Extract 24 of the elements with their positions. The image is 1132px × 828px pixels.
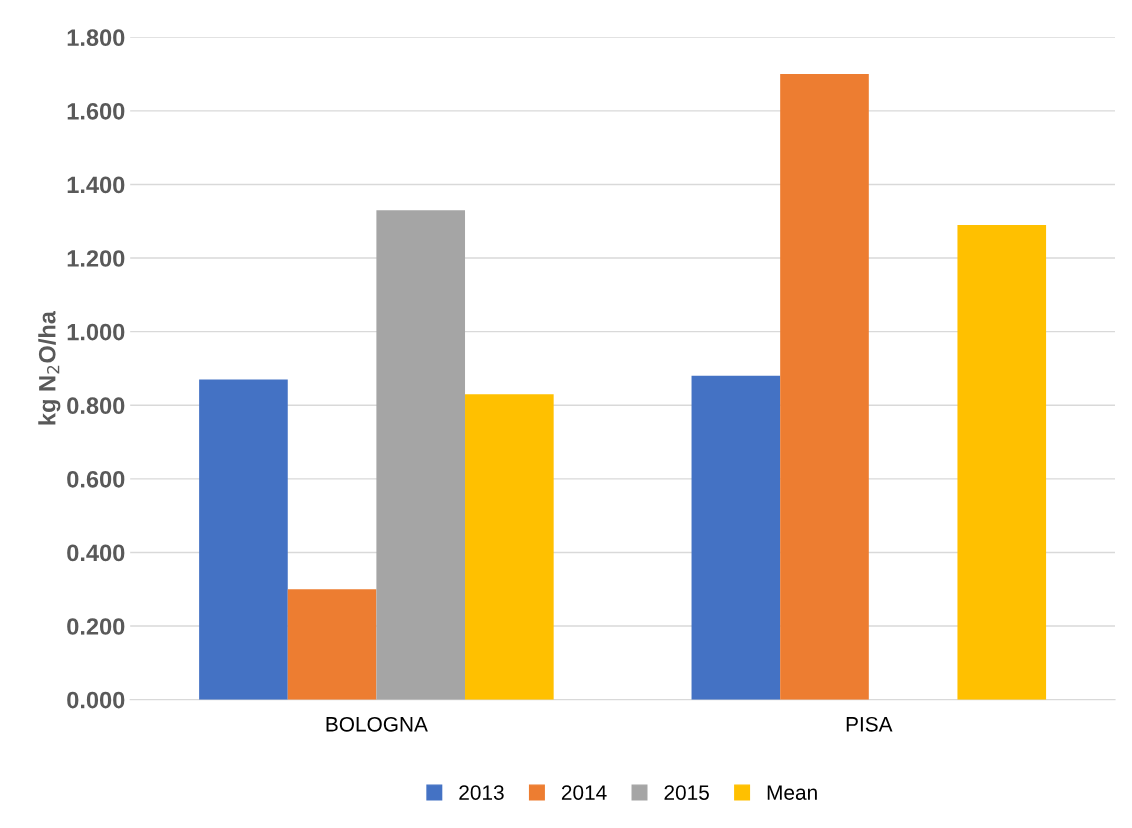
y-tick-label: 0.600 — [67, 470, 125, 488]
bar — [957, 224, 1047, 700]
bar — [465, 394, 554, 700]
x-tick-label: PISA — [846, 716, 893, 732]
legend-label: Mean — [767, 785, 817, 800]
bar — [199, 379, 288, 700]
y-tick-label: 0.400 — [67, 544, 125, 562]
y-tick-label: 1.200 — [67, 250, 125, 267]
y-tick-label: 1.000 — [67, 323, 125, 341]
bar — [691, 375, 781, 700]
y-tick-label: 1.600 — [67, 102, 125, 120]
y-tick-label: 0.000 — [67, 691, 125, 709]
bar — [780, 74, 869, 700]
legend-label: 2014 — [561, 785, 607, 800]
x-tick-label: BOLOGNA — [326, 716, 428, 732]
y-tick-label: 1.400 — [67, 176, 125, 194]
y-tick-label: 1.800 — [67, 29, 125, 47]
legend-label: 2015 — [664, 785, 709, 800]
y-tick-label: 0.200 — [67, 618, 125, 635]
bar — [376, 210, 466, 700]
legend-label: 2013 — [459, 785, 504, 800]
bar — [287, 589, 377, 700]
y-axis-title: kg N$_{2}$O/ha — [38, 310, 61, 425]
y-tick-label: 0.800 — [67, 397, 125, 415]
